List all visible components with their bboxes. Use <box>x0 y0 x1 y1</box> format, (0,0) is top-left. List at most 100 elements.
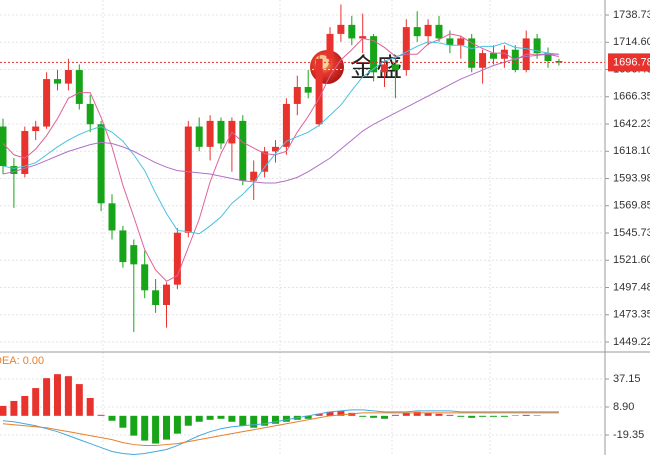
candle-body <box>490 53 497 59</box>
candle-body <box>424 24 432 37</box>
y-tick-label: 1569.85 <box>613 200 650 212</box>
candle-body <box>293 86 301 104</box>
macd-bar <box>468 415 476 418</box>
candle-body <box>370 36 378 73</box>
y-tick-label: 1497.48 <box>613 281 650 293</box>
macd-bar <box>413 411 421 416</box>
macd-bar <box>304 415 312 419</box>
indicator-line <box>2 33 560 282</box>
candle-body <box>184 126 192 233</box>
candle-body <box>217 120 225 144</box>
macd-bar <box>152 415 160 444</box>
macd-bar <box>402 412 410 416</box>
candle-body <box>119 230 127 263</box>
macd-bar <box>282 415 290 422</box>
macd-bar <box>479 415 487 417</box>
candle-body <box>206 120 214 147</box>
candle-body <box>446 38 454 46</box>
indicator-line <box>2 412 559 447</box>
candle-body <box>43 79 51 127</box>
candle-body <box>533 38 541 54</box>
watermark: 金盛 <box>310 50 402 84</box>
macd-label: DEA: 0.00 <box>0 355 44 367</box>
last-price-label: 1696.78 <box>613 56 650 68</box>
macd-bar <box>250 415 258 428</box>
candle-body <box>272 146 279 152</box>
y-tick-label: 37.15 <box>613 373 641 385</box>
candle-body <box>261 151 269 172</box>
y-tick-label: 1714.60 <box>613 36 650 48</box>
macd-bar <box>32 388 40 416</box>
macd-bar <box>391 414 399 416</box>
candle-body <box>250 171 258 181</box>
candle-body <box>21 131 29 174</box>
macd-bar <box>97 414 105 416</box>
candle-body <box>54 79 61 84</box>
candle-body <box>86 103 94 125</box>
candle-body <box>479 53 487 68</box>
candle-body <box>326 33 334 59</box>
macd-bar <box>522 414 530 416</box>
macd-bar <box>490 415 497 417</box>
macd-bar <box>173 415 181 434</box>
candle-body <box>381 64 388 73</box>
candle-body <box>391 64 399 71</box>
macd-bar <box>228 415 236 422</box>
macd-bar <box>21 395 29 416</box>
candle-body <box>435 24 443 39</box>
macd-bar <box>184 415 192 426</box>
indicator-line <box>2 53 559 184</box>
y-tick-label: -19.35 <box>613 429 644 441</box>
candle-body <box>500 49 508 59</box>
indicator-line <box>2 409 559 455</box>
candle-body <box>10 166 18 174</box>
candle-body <box>555 61 563 63</box>
candle-body <box>141 264 149 291</box>
candle-body <box>0 126 7 167</box>
candle-body <box>108 203 116 231</box>
y-tick-label: 1642.23 <box>613 118 650 130</box>
candle-body <box>130 245 138 265</box>
macd-bar <box>315 413 323 416</box>
macd-bar <box>0 405 7 416</box>
macd-bar <box>381 415 388 419</box>
y-tick-label: 1593.98 <box>613 172 650 184</box>
macd-bar <box>359 415 367 417</box>
y-tick-label: 1738.73 <box>613 9 650 21</box>
macd-bar <box>239 415 247 426</box>
candle-body <box>315 58 323 125</box>
candle-body <box>457 38 465 46</box>
candle-body <box>163 284 170 305</box>
macd-bar <box>195 415 203 422</box>
candle-body <box>152 290 160 305</box>
macd-bar <box>206 415 214 420</box>
candle-body <box>359 36 367 39</box>
candle-body <box>468 38 476 68</box>
macd-bar <box>424 412 432 416</box>
y-tick-label: 1521.60 <box>613 254 650 266</box>
macd-bar <box>337 410 345 416</box>
macd-bar <box>326 411 334 416</box>
candle-body <box>304 86 312 93</box>
y-tick-label: 1666.35 <box>613 91 650 103</box>
y-tick-label: 8.90 <box>613 401 634 413</box>
candle-body <box>195 126 203 147</box>
candle-body <box>75 70 83 104</box>
macd-bar <box>119 415 127 428</box>
y-tick-label: 1618.10 <box>613 145 650 157</box>
macd-bar <box>54 374 61 416</box>
candle-body <box>413 27 421 37</box>
candle-body <box>64 70 72 84</box>
macd-bar <box>108 415 116 421</box>
candle-body <box>282 103 290 147</box>
candle-body <box>173 232 181 285</box>
candle-body <box>337 24 345 34</box>
candle-body <box>239 120 247 181</box>
candle-body <box>544 53 552 62</box>
macd-bar <box>370 415 378 418</box>
y-tick-label: 1473.35 <box>613 309 650 321</box>
macd-bar <box>272 415 279 424</box>
candle-body <box>348 24 356 39</box>
macd-bar <box>500 415 508 417</box>
